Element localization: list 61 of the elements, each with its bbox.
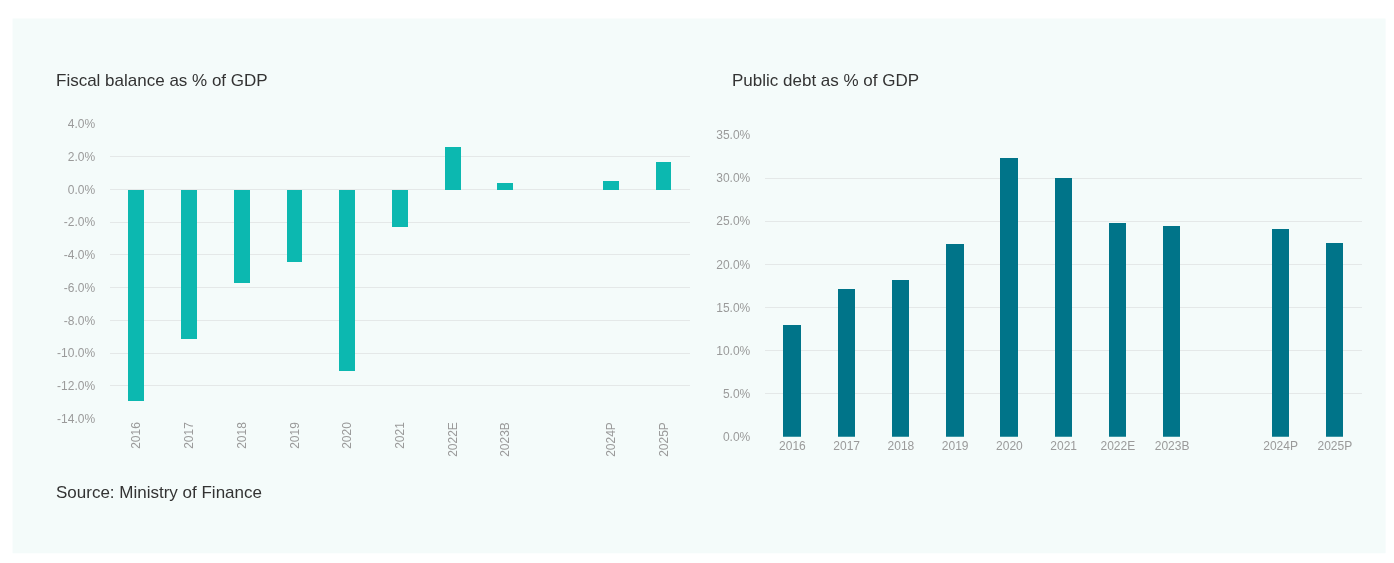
- x-tick-label: 2021: [1050, 438, 1078, 453]
- bar: [1055, 177, 1073, 437]
- bar: [497, 182, 514, 190]
- y-tick-label: 5.0%: [722, 386, 751, 401]
- x-tick-label: 2024P: [1263, 438, 1298, 453]
- y-tick-label: 20.0%: [716, 257, 751, 272]
- x-tick-label: 2021: [392, 421, 407, 449]
- x-tick-label: 2024P: [603, 422, 618, 457]
- bar: [445, 146, 462, 190]
- x-tick-label: 2019: [941, 438, 969, 453]
- x-tick-label: 2022E: [1100, 438, 1136, 453]
- y-tick-label: -6.0%: [63, 280, 96, 295]
- bar: [1109, 222, 1127, 437]
- x-tick-label: 2020: [340, 421, 355, 449]
- y-tick-label: -12.0%: [57, 379, 96, 394]
- y-tick-label: -2.0%: [63, 215, 96, 230]
- y-tick-label: 4.0%: [67, 117, 96, 132]
- y-tick-label: 15.0%: [716, 300, 751, 315]
- x-tick-label: 2016: [129, 421, 144, 449]
- x-tick-label: 2023B: [498, 422, 513, 457]
- x-tick-label: 2017: [182, 421, 197, 449]
- x-tick-label: 2016: [779, 438, 807, 453]
- x-tick-label: 2023B: [1154, 438, 1190, 453]
- bar: [946, 243, 965, 437]
- y-tick-label: 10.0%: [716, 343, 751, 358]
- bar: [1163, 225, 1181, 437]
- x-tick-label: 2025P: [656, 422, 671, 457]
- bar: [392, 189, 409, 227]
- source-note: Source: Ministry of Finance: [56, 483, 262, 502]
- y-tick-label: -10.0%: [57, 346, 96, 361]
- y-tick-label: -14.0%: [57, 411, 96, 426]
- chart-title: Public debt as % of GDP: [732, 71, 920, 90]
- bar: [603, 180, 620, 190]
- bar: [287, 189, 303, 262]
- bar: [656, 161, 672, 190]
- bar: [838, 288, 856, 437]
- bar: [128, 189, 145, 401]
- bar: [339, 189, 356, 371]
- bar: [783, 324, 802, 437]
- x-tick-label: 2017: [833, 438, 861, 453]
- y-tick-label: 2.0%: [67, 149, 96, 164]
- x-tick-label: 2018: [887, 438, 915, 453]
- x-tick-label: 2018: [234, 421, 249, 449]
- y-tick-label: 35.0%: [716, 128, 751, 143]
- bar: [1326, 242, 1344, 437]
- bar: [181, 189, 198, 339]
- chart-title: Fiscal balance as % of GDP: [56, 71, 268, 90]
- bar: [892, 279, 910, 437]
- x-tick-label: 2022E: [445, 422, 460, 457]
- y-tick-label: 25.0%: [716, 214, 751, 229]
- x-tick-label: 2020: [996, 438, 1024, 453]
- y-tick-label: 0.0%: [722, 430, 751, 445]
- bar: [1000, 157, 1019, 437]
- bar: [234, 189, 251, 283]
- x-tick-label: 2019: [287, 421, 302, 449]
- y-tick-label: -8.0%: [63, 313, 96, 328]
- y-tick-label: 30.0%: [716, 171, 751, 186]
- x-tick-label: 2025P: [1317, 438, 1353, 453]
- y-tick-label: -4.0%: [63, 248, 96, 263]
- bar: [1272, 228, 1290, 437]
- y-tick-label: 0.0%: [67, 182, 96, 197]
